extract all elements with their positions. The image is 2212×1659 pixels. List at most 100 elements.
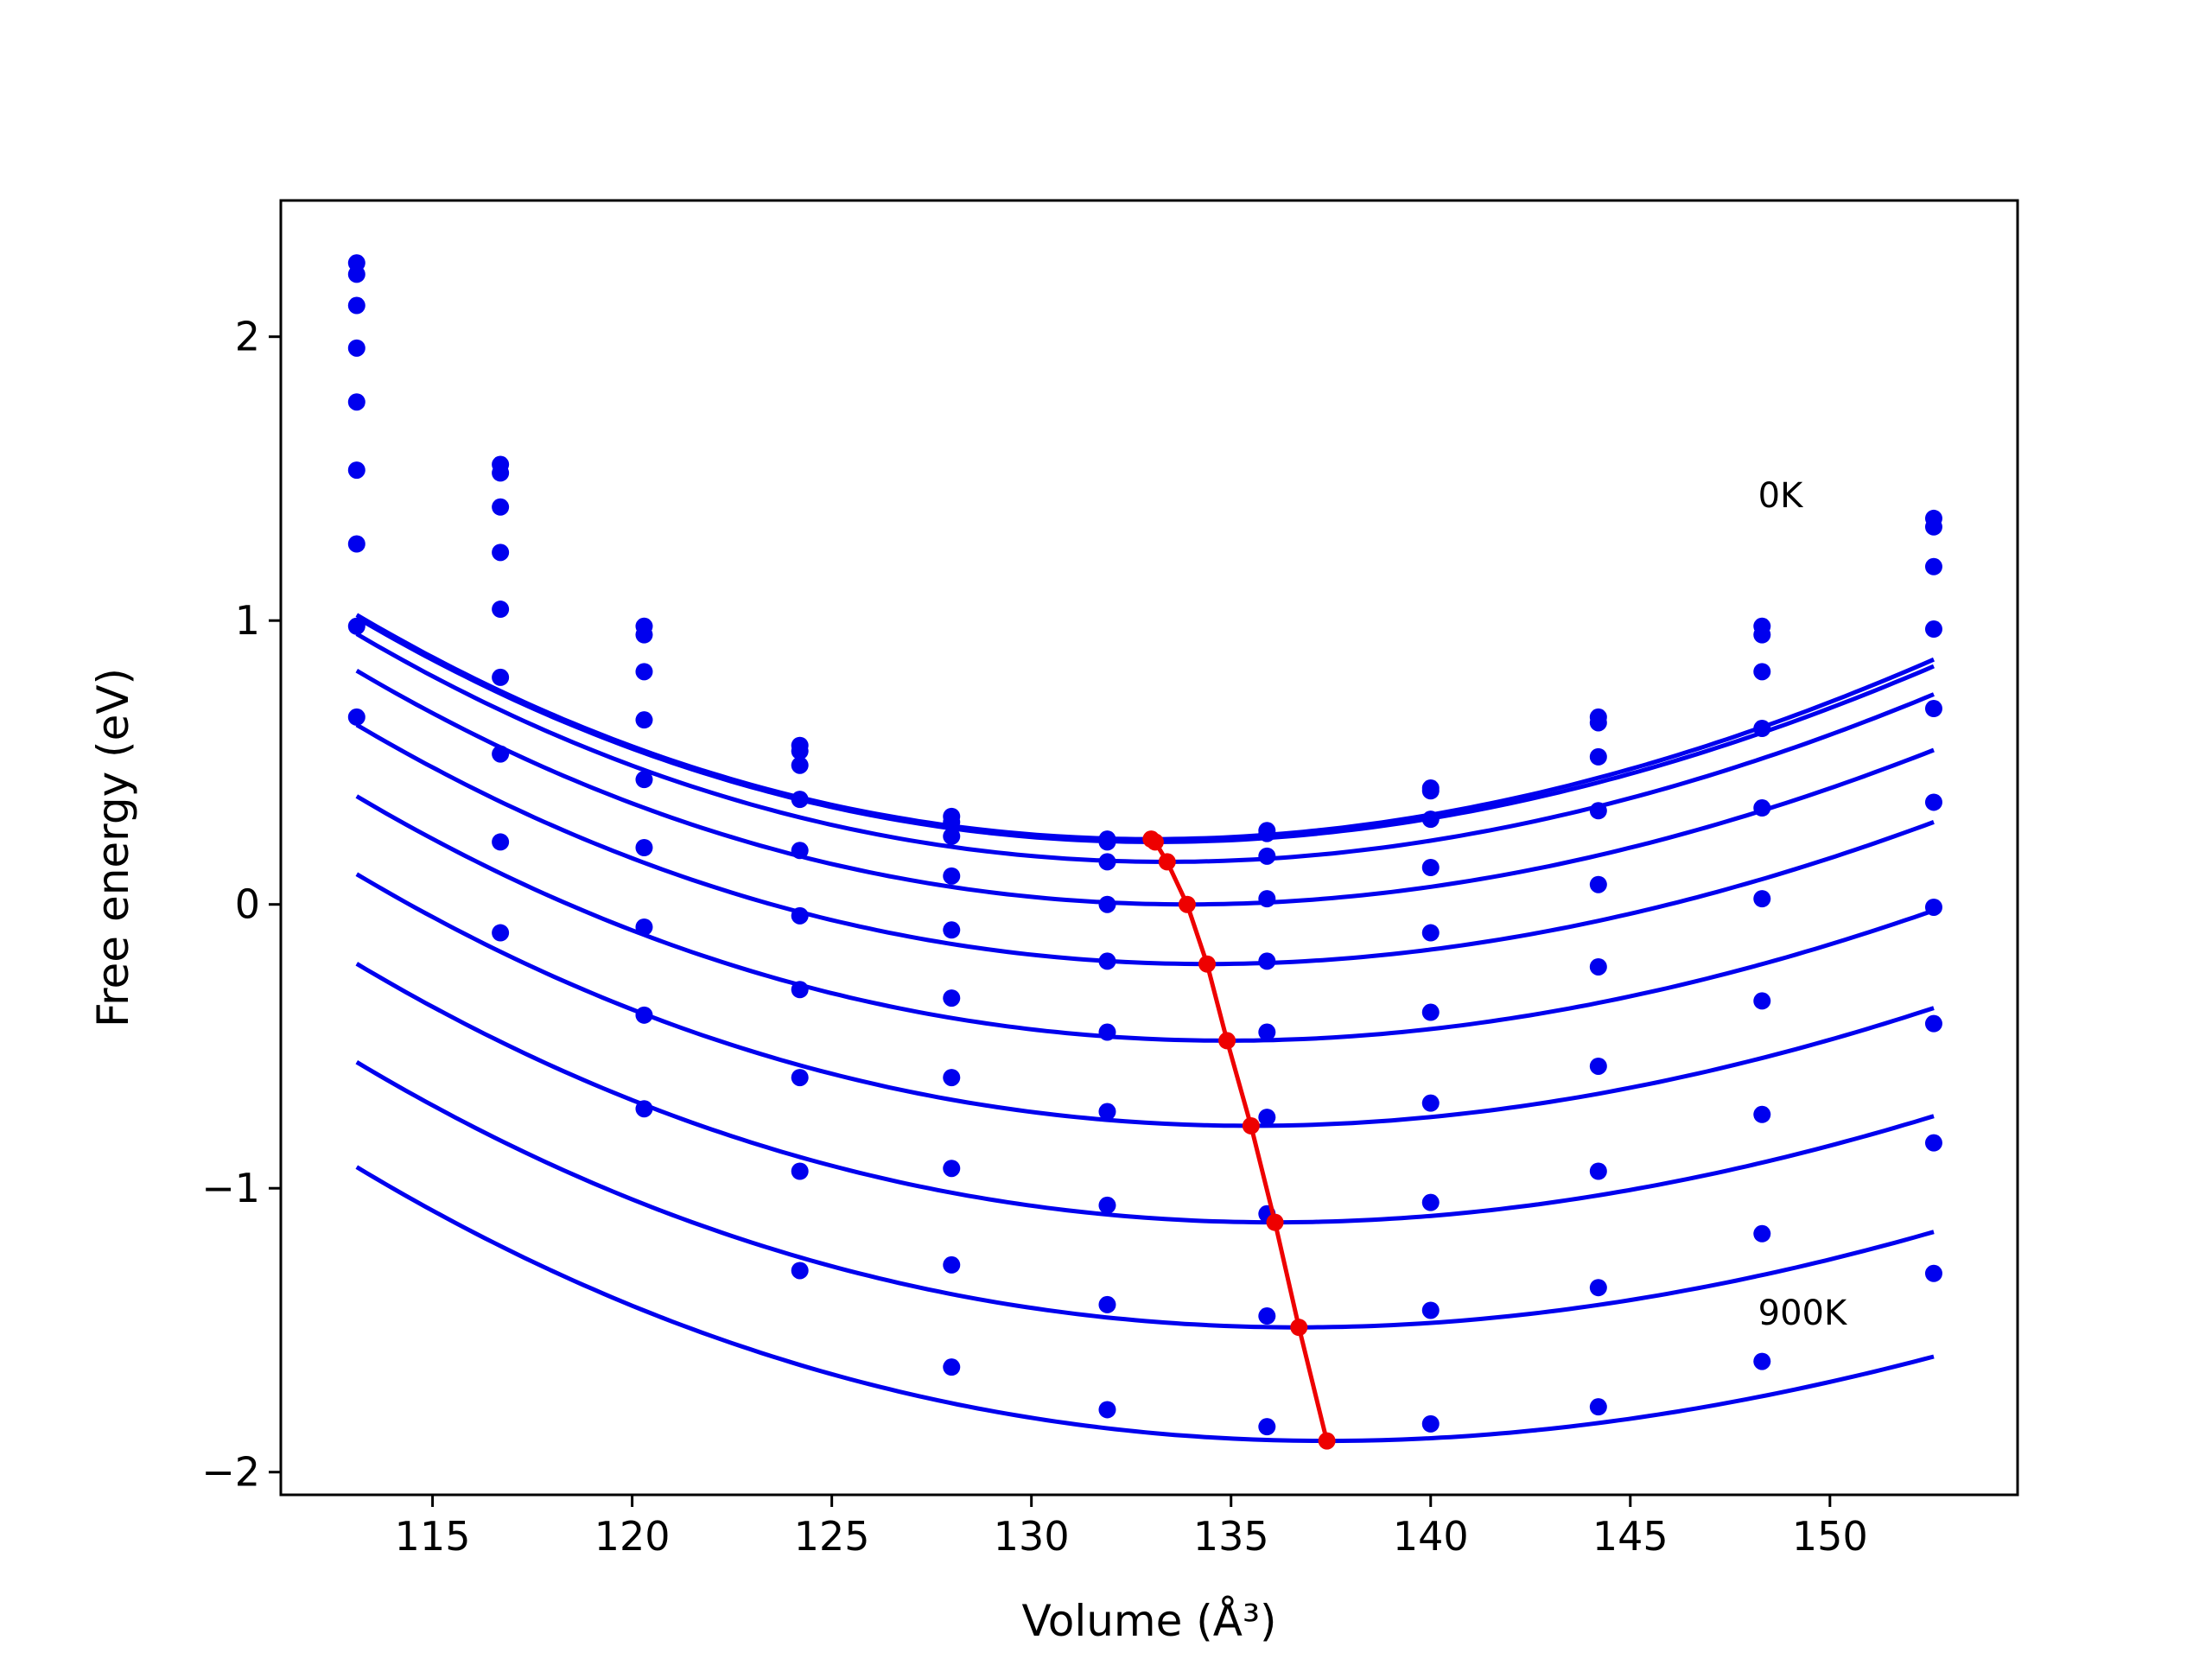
x-tick-label-3: 130 xyxy=(994,1513,1070,1560)
data-point-s4-4 xyxy=(943,921,961,939)
data-point-s3-5 xyxy=(1098,895,1116,913)
data-point-s2-2 xyxy=(635,663,653,681)
data-point-s9-8 xyxy=(1589,1398,1607,1416)
data-point-s1-7 xyxy=(1421,782,1440,800)
data-point-s2-1 xyxy=(492,498,510,516)
minima-point-7 xyxy=(1266,1213,1284,1231)
data-point-s2-0 xyxy=(347,296,365,315)
data-point-s5-2 xyxy=(635,839,653,856)
data-point-s2-9 xyxy=(1753,663,1771,681)
data-point-s8-3 xyxy=(791,1162,809,1180)
data-point-s1-5 xyxy=(1098,833,1116,851)
data-point-s3-9 xyxy=(1753,720,1771,738)
fit-curve-7 xyxy=(355,962,1935,1225)
fit-curve-9 xyxy=(355,1165,1935,1444)
data-point-s7-9 xyxy=(1753,1105,1771,1123)
y-tick-label-1: −1 xyxy=(201,1165,260,1211)
data-point-s1-3 xyxy=(791,742,809,760)
data-point-s8-10 xyxy=(1924,1134,1942,1152)
y-axis-label: Free energy (eV) xyxy=(88,668,138,1027)
data-point-s7-1 xyxy=(492,833,510,851)
minima-point-2 xyxy=(1158,853,1176,871)
data-point-s7-10 xyxy=(1924,1014,1942,1033)
minima-point-1 xyxy=(1146,833,1164,851)
fit-curve-3 xyxy=(355,669,1935,907)
minima-path xyxy=(1149,837,1330,1442)
data-point-s4-8 xyxy=(1589,875,1607,893)
data-point-s4-0 xyxy=(347,393,365,411)
data-point-s3-7 xyxy=(1421,858,1440,876)
fit-curve-4 xyxy=(355,722,1935,967)
data-point-s7-8 xyxy=(1589,1162,1607,1180)
minima-point-8 xyxy=(1290,1319,1308,1337)
data-point-s8-9 xyxy=(1753,1224,1771,1243)
data-point-s4-6 xyxy=(1258,952,1276,970)
minima-point-9 xyxy=(1318,1432,1336,1450)
data-point-s9-3 xyxy=(791,1262,809,1280)
data-point-s4-3 xyxy=(791,842,809,860)
x-tick-label-6: 145 xyxy=(1592,1513,1669,1560)
plot-area xyxy=(347,254,1942,1450)
data-point-s6-7 xyxy=(1421,1094,1440,1112)
fit-curve-6 xyxy=(355,872,1935,1128)
fit-curve-2 xyxy=(355,632,1935,864)
data-point-s1-9 xyxy=(1753,626,1771,644)
x-axis-ticks: 115 120 125 130 135 140 145 150 xyxy=(395,1495,1868,1560)
y-tick-label-2: 0 xyxy=(235,881,260,928)
data-point-s7-2 xyxy=(635,1006,653,1024)
data-point-s4-5 xyxy=(1098,952,1116,970)
data-point-s5-3 xyxy=(791,906,809,925)
data-point-s5-10 xyxy=(1924,793,1942,811)
y-tick-label-0: −2 xyxy=(201,1449,260,1496)
data-point-s5-1 xyxy=(492,668,510,686)
data-point-s4-1 xyxy=(492,601,510,619)
data-point-s4-7 xyxy=(1421,924,1440,942)
data-point-s5-9 xyxy=(1753,890,1771,908)
y-tick-label-3: 1 xyxy=(235,597,260,644)
data-point-s7-3 xyxy=(791,1069,809,1087)
data-point-s1-1 xyxy=(492,464,510,482)
annotation-1: 900K xyxy=(1758,1294,1848,1333)
data-point-s8-0 xyxy=(347,708,365,726)
data-point-s8-5 xyxy=(1098,1295,1116,1313)
minima-point-6 xyxy=(1242,1116,1260,1135)
x-tick-label-7: 150 xyxy=(1792,1513,1868,1560)
data-point-s3-8 xyxy=(1589,802,1607,820)
annotation-0: 0K xyxy=(1758,476,1804,516)
data-point-s5-8 xyxy=(1589,957,1607,976)
data-point-s6-3 xyxy=(791,981,809,999)
data-point-s3-1 xyxy=(492,543,510,562)
x-tick-label-5: 140 xyxy=(1393,1513,1469,1560)
data-point-s7-5 xyxy=(1098,1196,1116,1214)
data-point-s7-7 xyxy=(1421,1193,1440,1211)
data-point-s4-10 xyxy=(1924,700,1942,718)
data-point-s3-4 xyxy=(943,867,961,885)
data-points xyxy=(347,254,1942,1436)
data-point-s8-1 xyxy=(492,924,510,942)
data-point-s1-2 xyxy=(635,626,653,644)
data-point-s6-10 xyxy=(1924,898,1942,916)
data-point-s2-3 xyxy=(791,756,809,774)
data-point-s5-0 xyxy=(347,461,365,480)
data-point-s8-6 xyxy=(1258,1307,1276,1325)
data-point-s6-2 xyxy=(635,918,653,936)
y-tick-label-4: 2 xyxy=(235,314,260,360)
data-point-s3-6 xyxy=(1258,890,1276,908)
x-tick-label-4: 135 xyxy=(1193,1513,1269,1560)
data-point-s9-9 xyxy=(1753,1352,1771,1370)
annotations: 0K 900K xyxy=(1758,476,1848,1333)
data-point-s1-0 xyxy=(347,265,365,283)
data-point-s1-6 xyxy=(1258,824,1276,842)
data-point-s6-8 xyxy=(1589,1057,1607,1075)
minima-point-5 xyxy=(1218,1032,1236,1050)
data-point-s2-6 xyxy=(1258,847,1276,865)
data-point-s2-10 xyxy=(1924,557,1942,575)
x-tick-label-1: 120 xyxy=(594,1513,671,1560)
y-axis-ticks: −2 −1 0 1 2 xyxy=(201,314,281,1496)
data-point-s1-10 xyxy=(1924,518,1942,536)
x-tick-label-0: 115 xyxy=(395,1513,471,1560)
minima-point-4 xyxy=(1198,955,1216,973)
data-point-s9-6 xyxy=(1258,1418,1276,1436)
x-tick-label-2: 125 xyxy=(794,1513,870,1560)
